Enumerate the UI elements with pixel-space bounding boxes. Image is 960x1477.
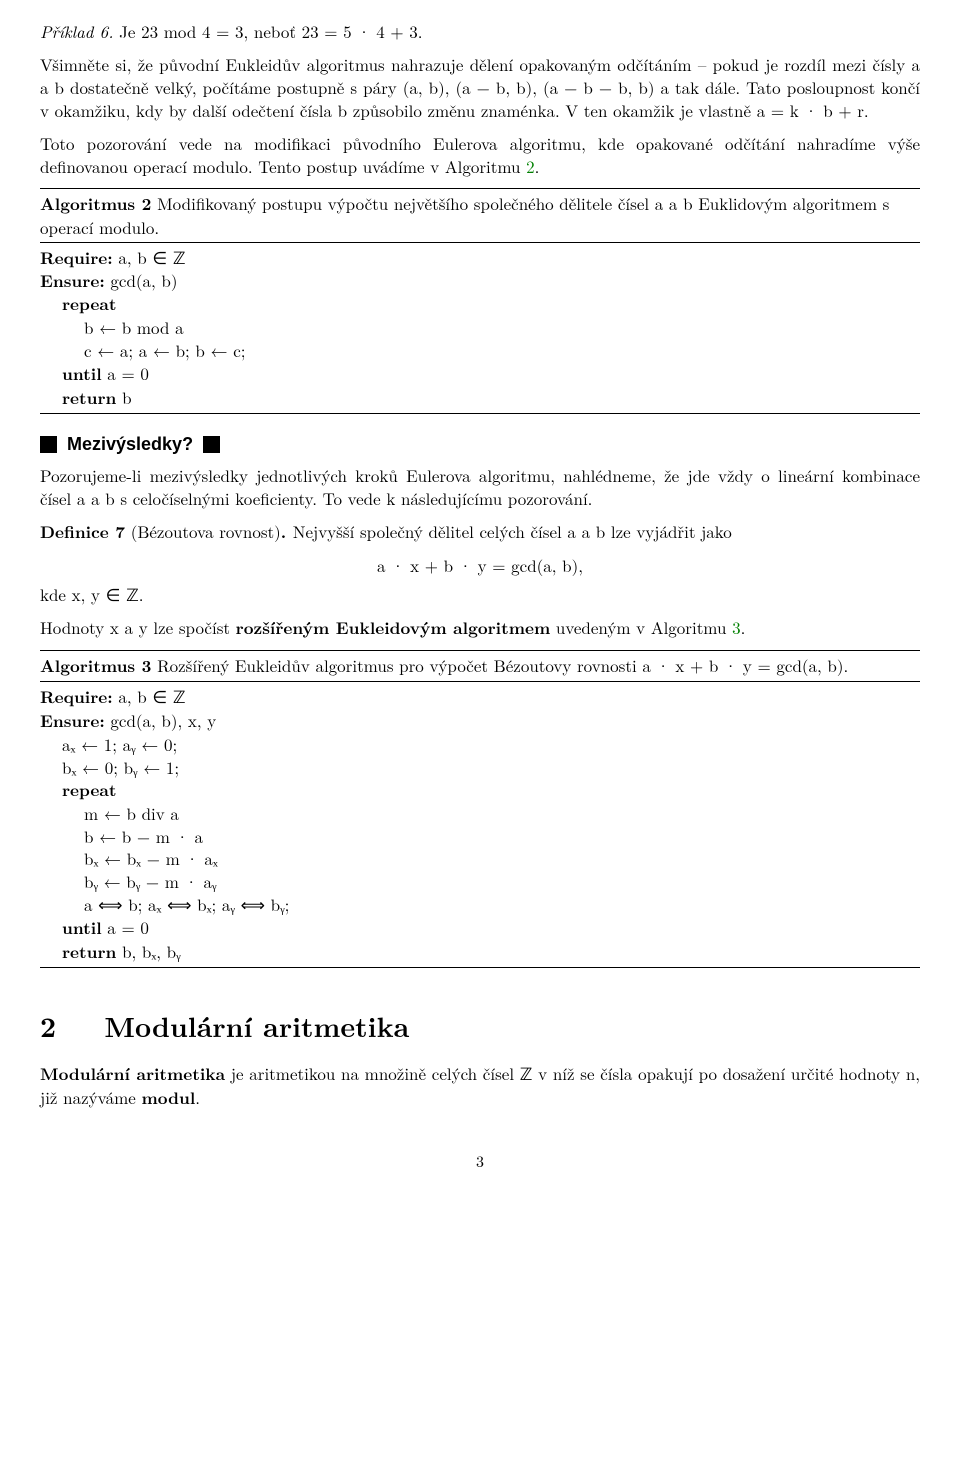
para4-b: rozšířeným Eukleidovým algoritmem: [236, 616, 551, 640]
def7-paren: (Bézoutova rovnost): [125, 519, 281, 543]
square-icon: [203, 436, 220, 453]
algo2-l1: repeat: [40, 293, 920, 316]
ensure-label: Ensure:: [40, 709, 105, 733]
algo3-require: Require: a, b ∈ ℤ: [40, 685, 920, 709]
algo2-num: Algoritmus 2: [40, 192, 151, 216]
square-icon: [40, 436, 57, 453]
example-label: Příklad 6.: [40, 19, 113, 43]
algo2-ensure: Ensure: gcd(a, b): [40, 269, 920, 293]
algo2-require: Require: a, b ∈ ℤ: [40, 246, 920, 270]
algo3-l6: bₓ ← bₓ − m · aₓ: [40, 847, 920, 870]
ensure-val: gcd(a, b), x, y: [105, 708, 216, 732]
algo3-num: Algoritmus 3: [40, 654, 151, 678]
algorithm-2-body: Require: a, b ∈ ℤ Ensure: gcd(a, b) repe…: [40, 243, 920, 414]
def7-dot: .: [281, 520, 293, 544]
algo3-ensure: Ensure: gcd(a, b), x, y: [40, 709, 920, 733]
section-title: Modulární aritmetika: [104, 1006, 409, 1046]
algo3-l3: repeat: [40, 779, 920, 802]
algo2-l3: c ← a; a ← b; b ← c;: [40, 339, 920, 362]
algo3-l10: return b, bₓ, bᵧ: [40, 940, 920, 964]
algo3-l7: bᵧ ← bᵧ − m · aᵧ: [40, 870, 920, 893]
para5-c: modul: [142, 1086, 196, 1110]
until-kw: until: [62, 362, 102, 386]
algo2-l2: b ← b mod a: [40, 316, 920, 339]
page-number: 3: [40, 1150, 920, 1172]
section-number: 2: [40, 1006, 56, 1046]
section-2-heading: 2 Modulární aritmetika: [40, 1008, 920, 1046]
kde-line: kde x, y ∈ ℤ.: [40, 583, 920, 606]
return-val: b: [116, 385, 131, 409]
algo3-ref-link[interactable]: 3: [732, 615, 741, 639]
return-kw: return: [62, 940, 116, 964]
bezout-equation: a · x + b · y = gcd(a, b),: [40, 554, 920, 577]
algo2-l5: return b: [40, 386, 920, 410]
algorithm-3-body: Require: a, b ∈ ℤ Ensure: gcd(a, b), x, …: [40, 682, 920, 967]
return-val: b, bₓ, bᵧ: [116, 939, 180, 963]
para5-d: .: [195, 1085, 200, 1109]
para4-d: .: [741, 615, 746, 639]
until-kw: until: [62, 916, 102, 940]
require-label: Require:: [40, 685, 113, 709]
mezivysledky-title: Mezivýsledky?: [67, 432, 193, 456]
until-cond: a = 0: [102, 361, 149, 385]
mezivysledky-heading: Mezivýsledky?: [40, 432, 920, 456]
algorithm-3-block: Algoritmus 3 Rozšířený Eukleidův algorit…: [40, 650, 920, 968]
ensure-label: Ensure:: [40, 269, 105, 293]
return-kw: return: [62, 386, 116, 410]
algo3-l1: aₓ ← 1; aᵧ ← 0;: [40, 733, 920, 756]
algo2-l4: until a = 0: [40, 362, 920, 386]
def7-label: Definice 7: [40, 520, 125, 544]
algo3-l2: bₓ ← 0; bᵧ ← 1;: [40, 756, 920, 779]
require-val: a, b ∈ ℤ: [113, 245, 186, 269]
example-text: Je 23 mod 4 = 3, neboť 23 = 5 · 4 + 3.: [119, 19, 422, 43]
until-cond: a = 0: [102, 915, 149, 939]
example-6: Příklad 6. Je 23 mod 4 = 3, neboť 23 = 5…: [40, 20, 920, 43]
paragraph-1: Všimněte si, že původní Eukleidův algori…: [40, 53, 920, 122]
paragraph-4: Hodnoty x a y lze spočíst rozšířeným Euk…: [40, 616, 920, 640]
require-label: Require:: [40, 246, 113, 270]
algo3-l5: b ← b − m · a: [40, 825, 920, 848]
algo3-l4: m ← b div a: [40, 802, 920, 825]
algo3-caption: Rozšířený Eukleidův algoritmus pro výpoč…: [151, 653, 848, 677]
definition-7: Definice 7 (Bézoutova rovnost). Nejvyšší…: [40, 520, 920, 544]
require-val: a, b ∈ ℤ: [113, 684, 186, 708]
algorithm-3-title: Algoritmus 3 Rozšířený Eukleidův algorit…: [40, 651, 920, 682]
para4-a: Hodnoty x a y lze spočíst: [40, 615, 236, 639]
def7-text: Nejvyšší společný dělitel celých čísel a…: [293, 519, 732, 543]
ensure-val: gcd(a, b): [105, 268, 178, 292]
para4-c: uvedeným v Algoritmu: [550, 615, 732, 639]
algorithm-2-block: Algoritmus 2 Modifikovaný postupu výpočt…: [40, 188, 920, 414]
algorithm-2-title: Algoritmus 2 Modifikovaný postupu výpočt…: [40, 189, 920, 243]
paragraph-2-end: .: [535, 154, 540, 178]
para5-a: Modulární aritmetika: [40, 1062, 225, 1086]
paragraph-2: Toto pozorování vede na modifikaci původ…: [40, 132, 920, 178]
algo3-l9: until a = 0: [40, 916, 920, 940]
paragraph-2-text: Toto pozorování vede na modifikaci původ…: [40, 131, 920, 178]
algo2-ref-link[interactable]: 2: [526, 154, 535, 178]
algo3-l8: a ⟺ b; aₓ ⟺ bₓ; aᵧ ⟺ bᵧ;: [40, 893, 920, 916]
algo2-caption: Modifikovaný postupu výpočtu největšího …: [40, 191, 889, 239]
paragraph-5: Modulární aritmetika je aritmetikou na m…: [40, 1062, 920, 1110]
paragraph-3: Pozorujeme-li mezivýsledky jednotlivých …: [40, 464, 920, 510]
